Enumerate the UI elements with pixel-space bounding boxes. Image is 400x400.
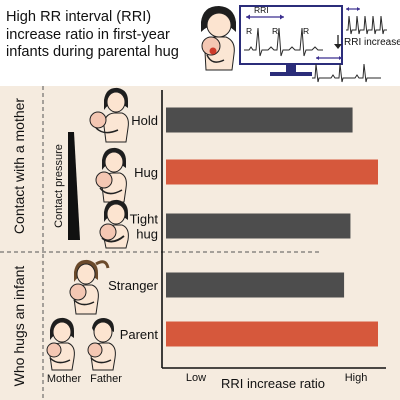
down-arrow-icon [334,35,342,49]
rri-label: RRI [254,5,269,15]
rri-increase-label: RRI increase [344,37,400,48]
group-label-contact: Contact with a mother [11,98,27,235]
father-caption: Father [90,373,122,385]
x-axis-label: RRI increase ratio [221,376,325,391]
title-line: increase ratio in first-year [6,26,170,43]
mother-caption: Mother [47,373,82,385]
title-line: High RR interval (RRI) [6,9,152,25]
ecg-trace [244,27,323,57]
r-peak-label: R [246,26,252,36]
contact-pressure-wedge [68,132,80,240]
page-title: High RR interval (RRI) increase ratio in… [6,9,202,62]
hug-illustration-icon [95,147,127,203]
bar-stranger [166,272,345,298]
category-label: Tight [130,212,159,227]
x-tick-label: High [345,372,368,384]
mother-holding-infant-icon [201,6,236,71]
hold-illustration-icon [89,87,129,143]
category-label: Hug [134,165,158,180]
bar-hold [166,107,353,133]
r-peak-label: R [303,26,309,36]
category-label: hug [136,227,158,242]
rri-short-strip [346,7,387,35]
group-label-who: Who hugs an infant [11,266,27,387]
chart-panel: Contact with a mother Who hugs an infant… [0,86,400,400]
mother-illustration-icon [46,317,75,371]
header-illustrations: RRI R R R RRI increase [201,5,400,83]
ecg-monitor: RRI R R R [239,5,343,76]
category-label: Parent [120,327,159,342]
bars [166,107,378,347]
stranger-illustration-icon [69,259,110,315]
rri-long-strip [312,56,381,83]
header: High RR interval (RRI) increase ratio in… [0,0,400,84]
category-label: Stranger [108,278,159,293]
father-illustration-icon [87,318,116,371]
category-label: Hold [131,113,158,128]
bar-tight-hug [166,213,351,239]
r-peak-label: R [272,26,278,36]
x-tick-label: Low [186,372,206,384]
title-line: infants during parental hug [6,44,179,60]
tight-hug-illustration-icon [99,199,129,249]
bar-hug [166,159,378,185]
bar-parent [166,321,378,347]
contact-pressure-label: Contact pressure [53,144,65,228]
bar-chart: Contact with a mother Who hugs an infant… [0,86,386,400]
